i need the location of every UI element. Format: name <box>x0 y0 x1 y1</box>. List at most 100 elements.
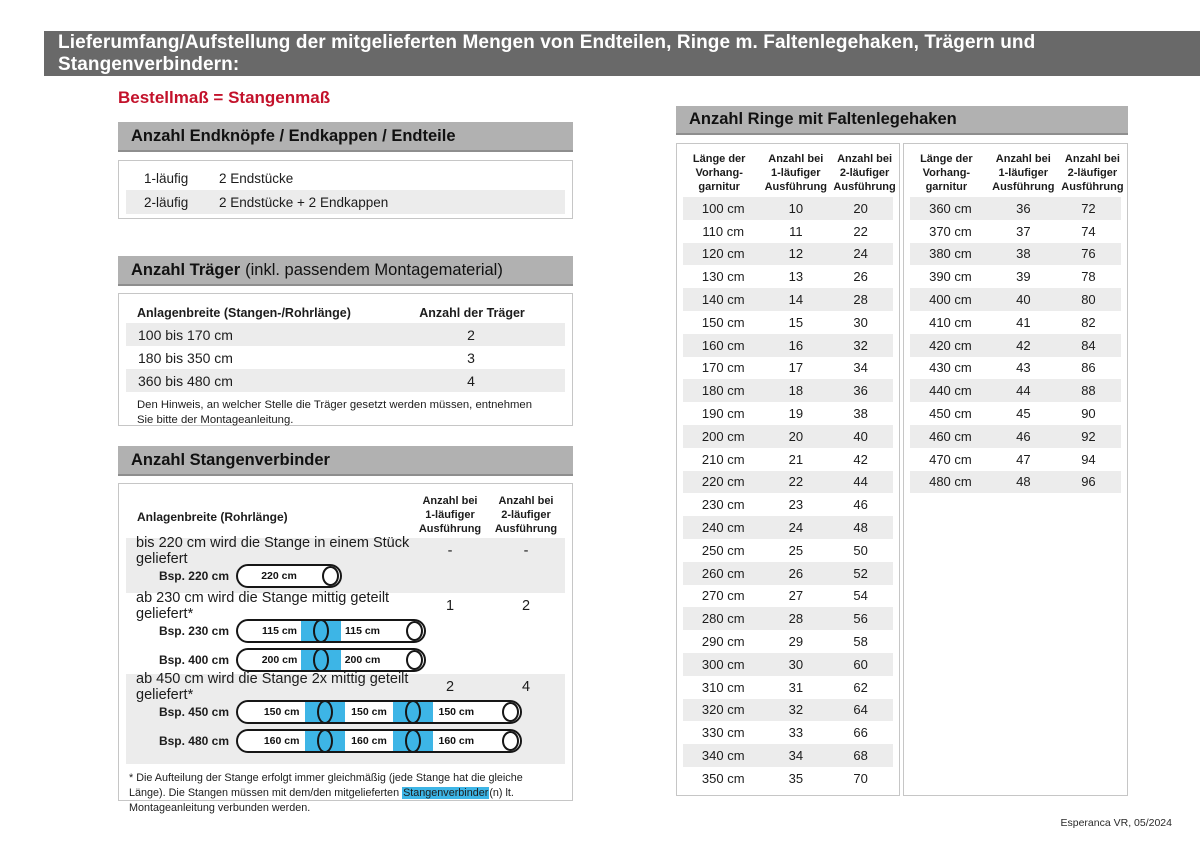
rings-row-length: 400 cm <box>929 292 972 308</box>
verbinder-group-1: bis 220 cm wird die Stange in einem Stüc… <box>126 535 565 593</box>
rod-segment-label: 160 cm <box>351 735 387 747</box>
rings-row-count-1run: 39 <box>1016 269 1031 285</box>
rings-row-length: 450 cm <box>929 406 972 422</box>
rings-row-count-1run: 30 <box>788 656 804 672</box>
verbinder-count-1run: 2 <box>445 679 455 695</box>
verbinder-table-header: Anlagenbreite (Rohrlänge) Anzahl bei 1-l… <box>119 484 572 538</box>
rings-row-length: 320 cm <box>701 702 745 718</box>
rod-diagram: 200 cm 200 cm <box>236 648 426 672</box>
rings-row-length: 100 cm <box>701 200 745 216</box>
rings-row-count-1run: 40 <box>1016 292 1031 308</box>
rings-row-length: 330 cm <box>701 725 745 741</box>
rings-row-count-2run: 72 <box>1081 200 1096 216</box>
traeger-row: 100 bis 170 cm 2 <box>126 323 565 346</box>
rod-endcap <box>502 731 519 751</box>
rings-row-count-1run: 11 <box>789 223 803 239</box>
rod-segment-label: 200 cm <box>261 654 298 666</box>
traeger-row-range: 100 bis 170 cm <box>138 326 233 343</box>
verbinder-group-line: ab 230 cm wird die Stange mittig geteilt… <box>126 590 565 622</box>
endpieces-row: 2-läufig 2 Endstücke + 2 Endkappen <box>126 190 565 214</box>
rod-diagram: 160 cm 160 cm 160 cm <box>236 729 522 753</box>
rings-row: 310 cm 31 62 <box>683 676 893 699</box>
rings-col-header: Länge der Vorhang- garnitur <box>920 153 973 193</box>
rod-endcap <box>322 566 339 586</box>
rings-col-header: Anzahl bei 2-läufiger Ausführung <box>833 153 896 193</box>
rod-example-row: Bsp. 450 cm 150 cm 150 cm 150 cm <box>126 699 565 725</box>
verbinder-group-2: ab 230 cm wird die Stange mittig geteilt… <box>126 590 565 674</box>
rings-row-count-2run: 56 <box>853 611 868 627</box>
rings-row-count-1run: 41 <box>1016 314 1031 330</box>
rings-row: 240 cm 24 48 <box>683 516 893 539</box>
rod-segment-label: 115 cm <box>344 625 381 637</box>
rings-row: 130 cm 13 26 <box>683 265 893 288</box>
rings-row-length: 280 cm <box>701 611 745 627</box>
rod-example-row: Bsp. 400 cm 200 cm 200 cm <box>126 647 565 673</box>
rings-row-count-1run: 22 <box>788 474 804 490</box>
rings-row-length: 160 cm <box>701 337 745 353</box>
rings-row-count-1run: 12 <box>788 246 804 262</box>
verbinder-count-1run: 1 <box>445 598 455 614</box>
rings-table-header: Länge der Vorhang- garnitur Anzahl bei 1-… <box>677 144 899 197</box>
rings-row-length: 220 cm <box>701 474 745 490</box>
rings-row-count-1run: 20 <box>788 428 804 444</box>
rings-row: 370 cm 37 74 <box>910 220 1121 243</box>
rings-row: 270 cm 27 54 <box>683 585 893 608</box>
rings-col-header: Anzahl bei 1-läufiger Ausführung <box>764 153 827 193</box>
traeger-col-width: Anlagenbreite (Stangen-/Rohrlänge) <box>137 306 351 320</box>
rings-row-count-2run: 90 <box>1081 406 1096 422</box>
rings-row-count-2run: 68 <box>853 748 868 764</box>
traeger-row-range: 180 bis 350 cm <box>138 349 233 366</box>
rings-row-count-2run: 48 <box>853 520 868 536</box>
verbinder-footnote-post: (n) lt. Montageanleitung verbunden werde… <box>129 787 514 815</box>
rod-joint-arc <box>313 648 329 672</box>
rings-row-length: 410 cm <box>929 314 972 330</box>
rings-row-count-2run: 30 <box>853 314 868 330</box>
verbinder-count-2run: - <box>523 543 529 559</box>
rod-segment-label: 150 cm <box>263 706 300 718</box>
rod-joint-arc <box>404 700 421 724</box>
rings-row-length: 110 cm <box>702 223 745 239</box>
rings-row-length: 350 cm <box>701 770 745 786</box>
rings-row-count-1run: 18 <box>788 383 804 399</box>
section-header-rings-label: Anzahl Ringe mit Faltenlegehaken <box>689 110 957 128</box>
rings-table-left: Länge der Vorhang- garnitur Anzahl bei 1-… <box>676 143 900 796</box>
rod-segment-label: 150 cm <box>351 706 387 718</box>
rings-row: 180 cm 18 36 <box>683 379 893 403</box>
rings-row-count-1run: 10 <box>788 200 804 216</box>
rod-joint-arc <box>404 729 421 753</box>
order-measure-note: Bestellmaß = Stangenmaß <box>118 88 331 107</box>
rings-row-count-2run: 74 <box>1081 223 1096 239</box>
rings-row-length: 190 cm <box>701 406 745 422</box>
rings-row: 430 cm 43 86 <box>910 357 1121 380</box>
rings-row-count-2run: 80 <box>1081 292 1096 308</box>
rings-row: 120 cm 12 24 <box>683 242 893 266</box>
rod-endcap <box>502 702 519 722</box>
endpieces-row-label: 2-läufig <box>144 194 189 210</box>
rod-segment-label: 160 cm <box>438 735 475 747</box>
rings-row-length: 460 cm <box>929 428 972 444</box>
rings-row-count-1run: 43 <box>1016 360 1031 376</box>
rings-row: 360 cm 36 72 <box>910 197 1121 220</box>
section-header-verbinder-label: Anzahl Stangenverbinder <box>131 450 330 469</box>
rings-row-count-1run: 42 <box>1016 337 1031 353</box>
rings-row: 420 cm 42 84 <box>910 333 1121 357</box>
section-header-verbinder: Anzahl Stangenverbinder <box>118 446 573 476</box>
rings-row-length: 440 cm <box>929 383 972 399</box>
traeger-row-range: 360 bis 480 cm <box>138 372 233 389</box>
endpieces-row-label: 1-läufig <box>144 170 189 186</box>
verbinder-group-line: ab 450 cm wird die Stange 2x mittig gete… <box>126 671 565 703</box>
rings-row-length: 180 cm <box>701 383 745 399</box>
rings-row-count-1run: 15 <box>788 314 804 330</box>
rings-row-length: 310 cm <box>701 679 745 695</box>
rings-row-count-2run: 84 <box>1081 337 1096 353</box>
rings-row-count-1run: 13 <box>788 269 804 285</box>
rings-table-right: Länge der Vorhang- garnitur Anzahl bei 1-… <box>903 143 1128 796</box>
rings-row: 300 cm 30 60 <box>683 652 893 676</box>
rings-row: 480 cm 48 96 <box>910 470 1121 494</box>
traeger-row: 360 bis 480 cm 4 <box>126 369 565 392</box>
rings-row-count-2run: 20 <box>853 200 868 216</box>
rings-row: 220 cm 22 44 <box>683 470 893 494</box>
verbinder-col-width: Anlagenbreite (Rohrlänge) <box>137 509 288 524</box>
rings-row-count-2run: 86 <box>1081 360 1096 376</box>
rings-row-length: 270 cm <box>701 588 745 604</box>
